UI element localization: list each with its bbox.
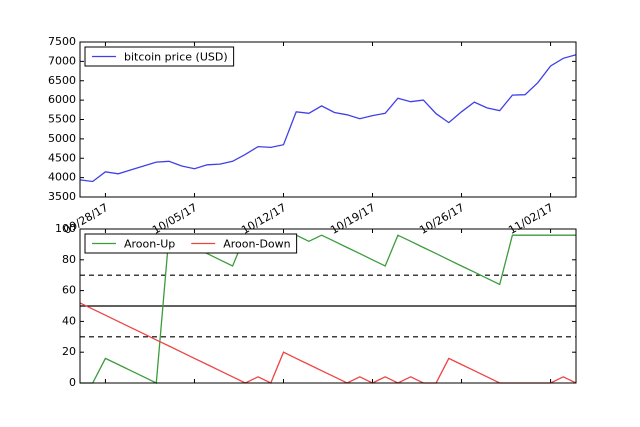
y-tick-label: 100 (55, 222, 76, 235)
y-tick-label: 80 (62, 253, 76, 266)
y-tick-label: 7500 (48, 35, 76, 48)
y-tick-label: 7000 (48, 54, 76, 67)
x-tick-label: 10/05/17 (150, 201, 199, 237)
legend-label: bitcoin price (USD) (124, 51, 228, 64)
x-tick-label: 10/26/17 (417, 201, 466, 237)
data-line (80, 234, 576, 384)
y-tick-label: 5500 (48, 113, 76, 126)
x-tick-label: 10/12/17 (239, 201, 288, 237)
y-tick-label: 20 (62, 345, 76, 358)
legend-box (84, 46, 235, 67)
legend-box (84, 233, 298, 254)
y-tick-label: 40 (62, 314, 76, 327)
y-tick-label: 60 (62, 284, 76, 297)
y-tick-label: 5000 (48, 132, 76, 145)
legend-label: Aroon-Up (124, 238, 175, 251)
legend: bitcoin price (USD) (84, 46, 235, 67)
y-tick-label: 0 (69, 376, 76, 389)
y-tick-label: 6500 (48, 74, 76, 87)
axes-frame (79, 41, 577, 198)
data-line (79, 54, 577, 183)
y-tick-label: 3500 (48, 190, 76, 203)
legend-label: Aroon-Down (223, 238, 290, 251)
x-tick-label: 10/19/17 (328, 201, 377, 237)
data-line (79, 302, 577, 384)
legend: Aroon-Up Aroon-Down (84, 233, 298, 254)
y-tick-label: 4500 (48, 151, 76, 164)
y-tick-label: 4000 (48, 171, 76, 184)
x-tick-label: 11/02/17 (506, 201, 555, 237)
y-tick-label: 6000 (48, 93, 76, 106)
axes-frame (79, 228, 577, 384)
